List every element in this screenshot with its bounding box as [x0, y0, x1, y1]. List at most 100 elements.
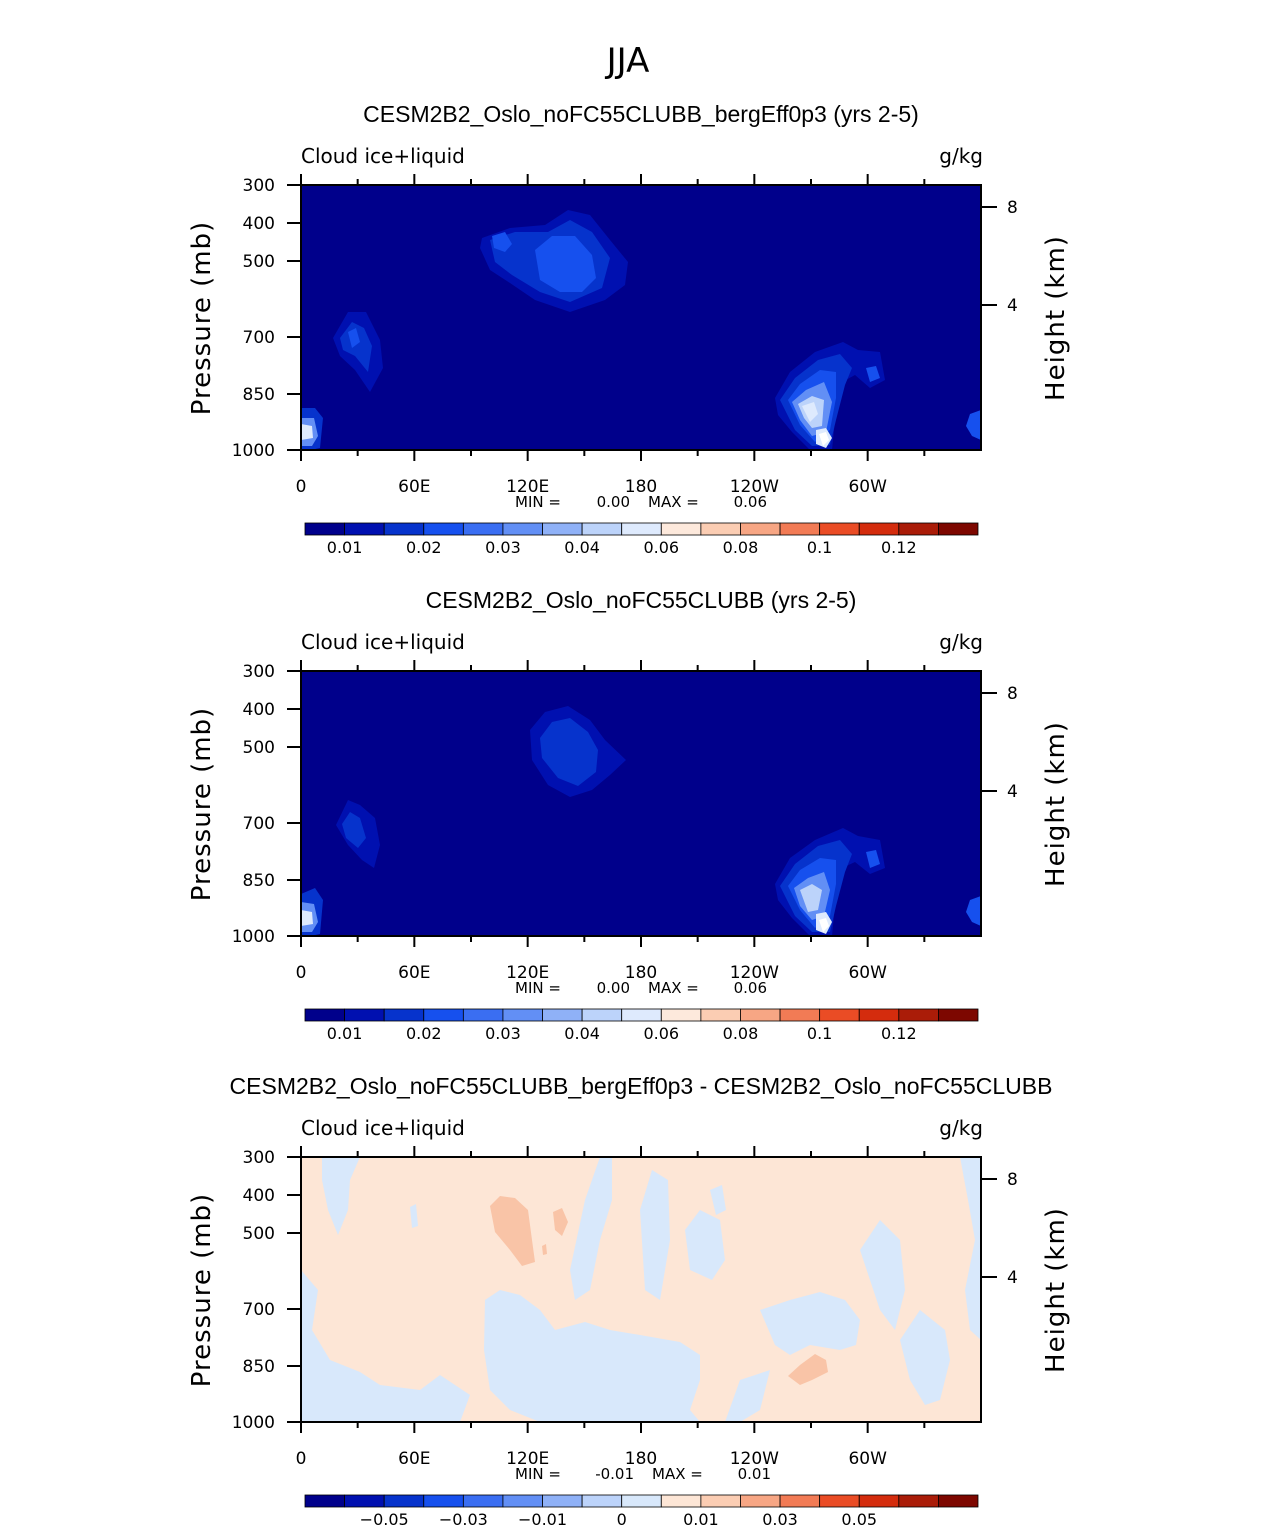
colorbar-swatch: [740, 522, 781, 536]
colorbar-swatch: [779, 1008, 821, 1022]
y-tick-label: 850: [243, 385, 275, 405]
panel-3-contour-neg-2: [322, 1157, 360, 1235]
colorbar-label: 0.08: [723, 1024, 759, 1043]
y-tick-label: 700: [243, 328, 275, 348]
panel-2-contour-edge-right: [966, 896, 981, 926]
x-tick-label: 60W: [848, 963, 887, 983]
panel-2-axes: 0 60E 120E 180 120W 60W 300 400 500 700 850 1000 8 4: [232, 660, 1018, 983]
y-tick-label: 1000: [232, 441, 275, 461]
x-tick-label: 120W: [730, 477, 779, 497]
x-tick-label: 180: [625, 963, 657, 983]
panel-3-contours: [301, 1157, 981, 1422]
panel-3-contour-pos-4: [788, 1354, 828, 1385]
colorbar-swatch: [542, 1494, 583, 1508]
x-tick-label: 0: [296, 1449, 307, 1469]
panel-3-y-axis-label: Pressure (mb): [187, 1193, 217, 1387]
panel-3-contour-neg-8: [760, 1292, 860, 1355]
colorbar-swatch: [740, 1008, 781, 1022]
panel-1-y-right-axis-label: Height (km): [1041, 235, 1071, 401]
panel-2-contour-upper-2: [540, 718, 598, 786]
panel-2-units-label: g/kg: [939, 630, 983, 654]
panel-3-contour-neg-10: [900, 1310, 950, 1405]
panel-1-field-background: [301, 185, 981, 450]
colorbar-swatch: [621, 1008, 662, 1022]
x-tick-label: 180: [625, 1449, 657, 1469]
colorbar-swatch: [502, 1494, 543, 1508]
panel-2-variable-label: Cloud ice+liquid: [301, 630, 465, 654]
colorbar-swatch: [462, 1494, 504, 1508]
panel-2-contour-right-5: [800, 884, 822, 912]
panel-1-max-value: 0.06: [734, 493, 767, 511]
colorbar-label: 0.06: [643, 1024, 679, 1043]
y-tick-label: 850: [243, 871, 275, 891]
y-tick-label: 500: [243, 1224, 275, 1244]
colorbar-label: 0.03: [485, 538, 521, 557]
panel-1-contours: [301, 210, 981, 450]
colorbar-swatch: [621, 1494, 662, 1508]
panel-1-colorbar: 0.01 0.02 0.03 0.04 0.06 0.08 0.1 0.12: [304, 522, 979, 557]
colorbar-swatch: [344, 1008, 385, 1022]
colorbar-swatch: [502, 522, 543, 536]
panel-1-y-axis-label: Pressure (mb): [187, 221, 217, 415]
panel-3-contour-neg-7: [710, 1185, 726, 1215]
panel-1-contour-upper-3: [535, 236, 596, 292]
colorbar-swatch: [383, 1494, 425, 1508]
panel-3-max-label: MAX =: [652, 1465, 703, 1483]
colorbar-label: 0.03: [485, 1024, 521, 1043]
y-tick-label: 700: [243, 1300, 275, 1320]
panel-1-variable-label: Cloud ice+liquid: [301, 144, 465, 168]
colorbar-label: 0.02: [406, 538, 442, 557]
y-right-tick-label: 8: [1007, 1170, 1018, 1190]
panel-3-contour-neg-3: [484, 1290, 700, 1422]
colorbar-label: −0.05: [360, 1510, 409, 1529]
x-tick-label: 0: [296, 963, 307, 983]
panel-2-contour-left-2: [342, 812, 366, 848]
x-tick-label: 120W: [730, 963, 779, 983]
colorbar-label: 0.08: [723, 538, 759, 557]
panel-2-min-label: MIN =: [515, 979, 561, 997]
panel-3: CESM2B2_Oslo_noFC55CLUBB_bergEff0p3 - CE…: [187, 1073, 1071, 1529]
panel-1-contour-left-2: [340, 322, 372, 372]
x-tick-label: 120E: [506, 1449, 549, 1469]
panel-3-axes: 0 60E 120E 180 120W 60W 300 400 500 700 850 1000 8 4: [232, 1146, 1018, 1469]
colorbar-label: 0.01: [327, 538, 363, 557]
panel-3-contour-neg-4: [570, 1157, 612, 1300]
panel-1-contour-edge-left-3: [301, 424, 313, 440]
panel-1-units-label: g/kg: [939, 144, 983, 168]
panel-1-min-label: MIN =: [515, 493, 561, 511]
colorbar-swatch: [304, 1494, 345, 1508]
y-tick-label: 500: [243, 252, 275, 272]
colorbar-swatch: [660, 522, 702, 536]
y-tick-label: 300: [243, 1148, 275, 1168]
colorbar-label: 0.01: [327, 1024, 363, 1043]
colorbar-swatch: [344, 522, 385, 536]
panel-1-contour-left-3: [348, 328, 360, 348]
colorbar-label: −0.01: [518, 1510, 567, 1529]
colorbar-swatch: [740, 1494, 781, 1508]
colorbar-swatch: [581, 1494, 623, 1508]
panel-2-contour-right-east: [866, 850, 880, 868]
panel-3-contour-neg-1: [301, 1270, 470, 1422]
panel-3-contour-pos-2: [553, 1208, 568, 1236]
x-tick-label: 60E: [398, 1449, 430, 1469]
x-tick-label: 60E: [398, 477, 430, 497]
colorbar-swatch: [819, 522, 860, 536]
panel-2-contour-right-peak: [819, 918, 829, 932]
panel-1-contour-upper-4: [492, 232, 512, 252]
panel-2-y-axis-label: Pressure (mb): [187, 707, 217, 901]
panel-2-max-label: MAX =: [648, 979, 699, 997]
panel-3-min-value: -0.01: [595, 1465, 634, 1483]
colorbar-swatch: [383, 522, 425, 536]
y-tick-label: 400: [243, 700, 275, 720]
panel-1: CESM2B2_Oslo_noFC55CLUBB_bergEff0p3 (yrs…: [187, 101, 1071, 557]
colorbar-swatch: [304, 522, 345, 536]
y-tick-label: 850: [243, 1357, 275, 1377]
colorbar-label: 0.04: [564, 538, 600, 557]
colorbar-swatch: [858, 1494, 900, 1508]
colorbar-swatch: [898, 522, 939, 536]
panel-3-units-label: g/kg: [939, 1116, 983, 1140]
panel-3-contour-neg-6: [685, 1210, 725, 1280]
colorbar-swatch: [819, 1494, 860, 1508]
panel-1-contour-right-east: [866, 366, 880, 382]
y-tick-label: 700: [243, 814, 275, 834]
